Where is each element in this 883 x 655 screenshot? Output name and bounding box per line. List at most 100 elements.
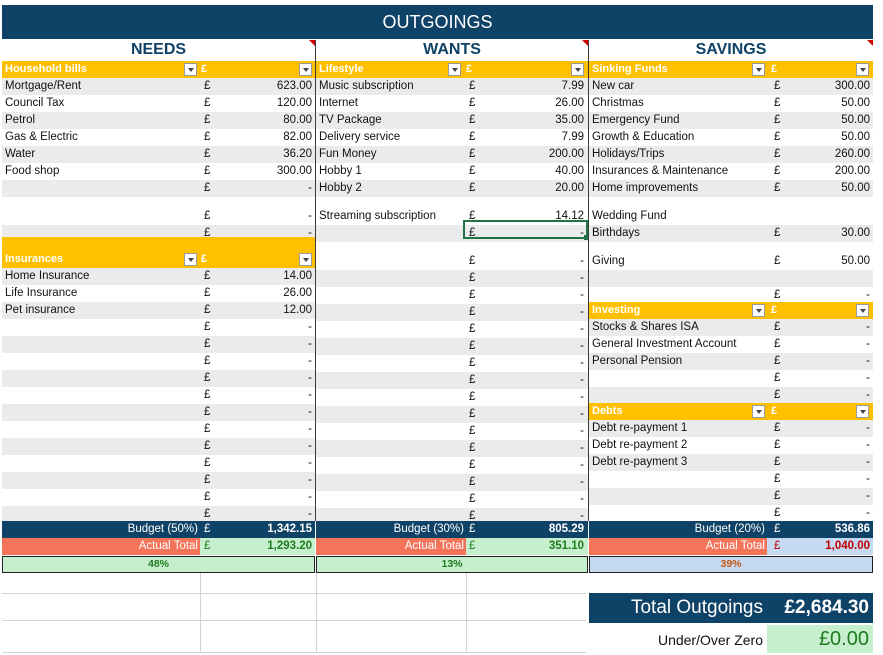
- investing-row-amount[interactable]: -: [866, 338, 870, 350]
- debts-row-name[interactable]: [589, 505, 767, 522]
- lifestyle-row-amount[interactable]: -: [580, 340, 584, 352]
- debts-row-name[interactable]: Debt re-payment 2: [592, 439, 688, 451]
- sinking-funds-row-name[interactable]: Growth & Education: [592, 131, 695, 143]
- debts-row-amount[interactable]: -: [866, 490, 870, 502]
- active-cell-selection[interactable]: [463, 220, 588, 239]
- debts-row-name[interactable]: Debt re-payment 3: [592, 456, 688, 468]
- insurances-row-name[interactable]: [2, 353, 200, 370]
- insurances-row-amount[interactable]: -: [308, 355, 312, 367]
- lifestyle-row-amount[interactable]: 40.00: [555, 165, 584, 177]
- lifestyle-row-name[interactable]: [316, 304, 466, 321]
- household-bills-row-amount[interactable]: 120.00: [276, 97, 312, 109]
- sinking-funds-row-amount[interactable]: 30.00: [841, 227, 870, 239]
- lifestyle-row-name[interactable]: [316, 355, 466, 372]
- sinking-funds-row-amount[interactable]: [786, 208, 873, 225]
- lifestyle-row-amount[interactable]: -: [580, 306, 584, 318]
- insurances-row-amount[interactable]: -: [308, 321, 312, 333]
- sinking-funds-row-amount[interactable]: [786, 270, 873, 287]
- lifestyle-row-amount[interactable]: -: [580, 408, 584, 420]
- household-bills-row-amount[interactable]: 300.00: [276, 165, 312, 177]
- household-bills-row-amount[interactable]: 80.00: [283, 114, 312, 126]
- sinking-funds-row-amount[interactable]: 200.00: [834, 165, 870, 177]
- insurances-row-amount[interactable]: 26.00: [283, 287, 312, 299]
- lifestyle-row-name[interactable]: [316, 440, 466, 457]
- household-bills-row-amount[interactable]: -: [308, 210, 312, 222]
- sinking-funds-row-name[interactable]: Holidays/Trips: [592, 148, 665, 160]
- insurances-row-amount[interactable]: -: [308, 474, 312, 486]
- sinking-funds-row-amount[interactable]: 50.00: [841, 97, 870, 109]
- comment-indicator-wants[interactable]: [582, 40, 588, 46]
- lifestyle-row-amount[interactable]: -: [580, 374, 584, 386]
- investing-row-name[interactable]: General Investment Account: [592, 338, 737, 350]
- lifestyle-row-name[interactable]: [316, 321, 466, 338]
- lifestyle-row-amount[interactable]: 26.00: [555, 97, 584, 109]
- insurances-row-amount[interactable]: -: [308, 457, 312, 469]
- investing-row-amount[interactable]: -: [866, 389, 870, 401]
- sinking-funds-filter-button[interactable]: [752, 63, 765, 76]
- comment-indicator-needs[interactable]: [309, 40, 315, 46]
- investing-amount-filter-button[interactable]: [856, 304, 869, 317]
- lifestyle-row-name[interactable]: [316, 225, 466, 242]
- lifestyle-row-name[interactable]: Streaming subscription: [319, 210, 436, 222]
- investing-row-amount[interactable]: -: [866, 321, 870, 333]
- sinking-funds-row-name[interactable]: [589, 270, 767, 287]
- sinking-funds-row-name[interactable]: Christmas: [592, 97, 644, 109]
- household-bills-filter-button[interactable]: [184, 63, 197, 76]
- household-bills-row-name[interactable]: Water: [5, 148, 36, 160]
- sinking-funds-row-name[interactable]: Wedding Fund: [592, 210, 667, 222]
- debts-amount-filter-button[interactable]: [856, 405, 869, 418]
- lifestyle-row-amount[interactable]: -: [580, 255, 584, 267]
- lifestyle-row-name[interactable]: Fun Money: [319, 148, 377, 160]
- insurances-row-name[interactable]: [2, 438, 200, 455]
- household-bills-row-name[interactable]: Gas & Electric: [5, 131, 78, 143]
- household-bills-row-name[interactable]: Mortgage/Rent: [5, 80, 82, 92]
- insurances-filter-button[interactable]: [184, 253, 197, 266]
- comment-indicator-savings[interactable]: [867, 40, 873, 46]
- lifestyle-row-amount[interactable]: -: [580, 227, 584, 239]
- lifestyle-row-amount[interactable]: -: [580, 510, 584, 522]
- household-bills-row-amount[interactable]: -: [308, 227, 312, 239]
- lifestyle-filter-button[interactable]: [448, 63, 461, 76]
- lifestyle-row-name[interactable]: Hobby 2: [319, 182, 362, 194]
- investing-row-amount[interactable]: -: [866, 372, 870, 384]
- insurances-row-name[interactable]: [2, 319, 200, 336]
- insurances-row-amount[interactable]: -: [308, 423, 312, 435]
- sinking-funds-row-amount[interactable]: -: [866, 289, 870, 301]
- lifestyle-row-name[interactable]: [316, 491, 466, 508]
- household-bills-row-name[interactable]: Food shop: [5, 165, 60, 177]
- insurances-amount-filter-button[interactable]: [299, 253, 312, 266]
- debts-row-name[interactable]: [589, 471, 767, 488]
- debts-row-amount[interactable]: -: [866, 422, 870, 434]
- lifestyle-row-amount[interactable]: 35.00: [555, 114, 584, 126]
- household-bills-row-name[interactable]: [2, 180, 200, 197]
- lifestyle-row-name[interactable]: [316, 270, 466, 287]
- lifestyle-row-name[interactable]: [316, 372, 466, 389]
- insurances-row-amount[interactable]: -: [308, 389, 312, 401]
- insurances-row-name[interactable]: [2, 387, 200, 404]
- lifestyle-row-name[interactable]: Hobby 1: [319, 165, 362, 177]
- debts-row-amount[interactable]: -: [866, 456, 870, 468]
- lifestyle-row-name[interactable]: Music subscription: [319, 80, 414, 92]
- lifestyle-row-amount[interactable]: -: [580, 459, 584, 471]
- insurances-row-amount[interactable]: -: [308, 440, 312, 452]
- lifestyle-row-name[interactable]: [316, 474, 466, 491]
- lifestyle-row-name[interactable]: [316, 457, 466, 474]
- insurances-row-amount[interactable]: 12.00: [283, 304, 312, 316]
- household-bills-row-name[interactable]: [2, 208, 200, 225]
- lifestyle-row-name[interactable]: [316, 406, 466, 423]
- lifestyle-row-amount[interactable]: 14.12: [555, 210, 584, 222]
- debts-row-amount[interactable]: -: [866, 507, 870, 519]
- household-bills-amount-filter-button[interactable]: [299, 63, 312, 76]
- investing-filter-button[interactable]: [752, 304, 765, 317]
- lifestyle-row-amount[interactable]: -: [580, 442, 584, 454]
- sinking-funds-row-amount[interactable]: 300.00: [834, 80, 870, 92]
- fill-handle[interactable]: [584, 235, 589, 240]
- lifestyle-row-name[interactable]: TV Package: [319, 114, 382, 126]
- insurances-row-name[interactable]: [2, 455, 200, 472]
- lifestyle-row-amount[interactable]: -: [580, 357, 584, 369]
- sinking-funds-row-amount[interactable]: 50.00: [841, 255, 870, 267]
- insurances-row-amount[interactable]: -: [308, 508, 312, 520]
- sinking-funds-row-name[interactable]: Birthdays: [592, 227, 640, 239]
- debts-row-amount[interactable]: -: [866, 473, 870, 485]
- lifestyle-row-amount[interactable]: 7.99: [561, 80, 584, 92]
